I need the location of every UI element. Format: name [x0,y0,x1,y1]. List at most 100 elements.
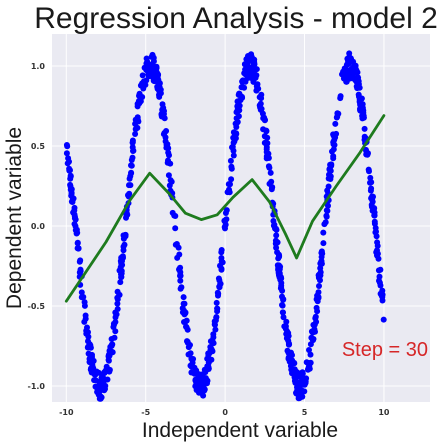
scatter-point [194,370,201,377]
scatter-point [312,313,319,320]
scatter-point [223,216,230,223]
scatter-point [235,113,242,120]
scatter-point [305,359,311,366]
scatter-point [250,62,257,68]
scatter-point [289,370,295,377]
scatter-point [75,245,82,252]
scatter-point [123,211,130,218]
scatter-point [74,240,81,247]
scatter-point [116,267,123,274]
scatter-point [188,355,195,362]
scatter-point [280,296,287,303]
scatter-point [100,374,106,381]
scatter-point [374,239,381,246]
scatter-point [230,139,237,146]
scatter-point [111,321,117,328]
scatter-point [143,55,150,62]
scatter-point [265,150,272,157]
scatter-point [63,150,70,157]
scatter-point [270,218,277,224]
scatter-point [376,279,383,286]
scatter-point [85,333,92,340]
scatter-point [179,309,186,316]
scatter-point [279,309,286,316]
scatter-point [143,67,150,74]
scatter-series [63,50,387,402]
scatter-point [227,157,234,164]
scatter-point [359,115,366,122]
y-tick-label: 1.0 [31,62,46,71]
scatter-point [337,93,344,100]
scatter-point [105,353,112,360]
chart-title: Regression Analysis - model 2 [34,2,438,35]
scatter-point [188,363,195,370]
scatter-point [81,318,88,325]
scatter-point [156,93,163,100]
scatter-point [195,377,202,384]
scatter-point [317,272,324,279]
scatter-point [97,387,104,394]
scatter-point [213,299,220,306]
scatter-point [368,185,375,192]
scatter-point [320,229,327,236]
scatter-point [230,152,237,159]
scatter-point [67,167,73,174]
scatter-point [364,151,371,158]
scatter-point [105,357,112,364]
scatter-point [139,72,146,79]
x-tick-label: 5 [302,408,308,417]
x-tick-label: -5 [141,408,150,417]
scatter-point [340,75,347,82]
scatter-point [313,304,320,311]
scatter-point [374,252,380,259]
y-tick-label: 0.5 [31,142,46,151]
scatter-point [280,314,287,321]
x-tick-label: 10 [378,408,390,417]
scatter-point [89,351,95,358]
scatter-point [303,375,310,382]
scatter-point [375,267,382,274]
x-tick-label: -10 [59,408,74,417]
scatter-point [139,80,146,87]
scatter-point [358,95,365,102]
scatter-point [294,369,301,376]
scatter-point [344,67,351,74]
scatter-point [177,277,184,284]
scatter-point [269,184,276,191]
scatter-point [165,172,172,179]
scatter-point [368,201,375,208]
scatter-point [261,133,268,140]
scatter-point [85,338,91,345]
scatter-point [82,312,89,319]
scatter-point [129,139,136,146]
scatter-point [377,290,384,297]
scatter-point [275,265,282,271]
scatter-point [326,166,333,172]
scatter-point [372,225,379,231]
scatter-point [217,281,224,287]
scatter-point [374,247,380,254]
scatter-point [107,343,114,350]
scatter-point [284,347,291,354]
scatter-point [118,255,125,262]
scatter-point [367,179,373,186]
scatter-point [134,114,141,121]
scatter-point [129,154,136,161]
scatter-point [325,175,332,182]
scatter-point [118,274,125,281]
scatter-point [316,283,322,289]
scatter-point [258,91,265,98]
scatter-point [150,66,157,73]
scatter-point [251,56,258,63]
scatter-point [282,323,289,330]
tick-labels: -10 -5 0 5 10 -1.0 -0.5 0.0 0.5 1.0 [28,62,390,417]
scatter-point [76,258,83,265]
scatter-point [122,231,129,238]
scatter-point [320,240,327,247]
scatter-point [236,107,243,114]
scatter-point [283,335,290,342]
scatter-point [95,391,102,398]
y-tick-label: 0.0 [31,222,46,231]
scatter-point [156,83,163,90]
scatter-point [370,193,376,200]
